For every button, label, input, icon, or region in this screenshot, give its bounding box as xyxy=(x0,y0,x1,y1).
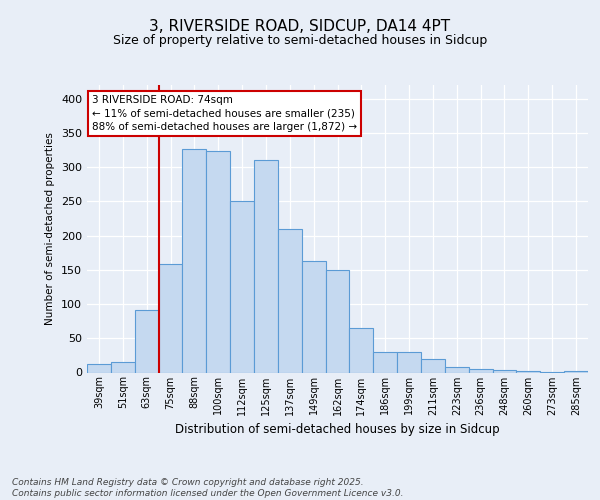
Bar xyxy=(254,160,278,372)
Bar xyxy=(158,264,182,372)
Text: 3, RIVERSIDE ROAD, SIDCUP, DA14 4PT: 3, RIVERSIDE ROAD, SIDCUP, DA14 4PT xyxy=(149,19,451,34)
Bar xyxy=(87,364,111,372)
Y-axis label: Number of semi-detached properties: Number of semi-detached properties xyxy=(46,132,55,325)
Bar xyxy=(564,371,588,372)
Bar xyxy=(326,270,349,372)
Bar xyxy=(445,367,469,372)
Bar xyxy=(135,310,158,372)
Bar xyxy=(469,369,493,372)
Bar xyxy=(302,261,326,372)
Text: 3 RIVERSIDE ROAD: 74sqm
← 11% of semi-detached houses are smaller (235)
88% of s: 3 RIVERSIDE ROAD: 74sqm ← 11% of semi-de… xyxy=(92,96,357,132)
Bar xyxy=(349,328,373,372)
Bar xyxy=(493,370,517,372)
Bar xyxy=(206,152,230,372)
X-axis label: Distribution of semi-detached houses by size in Sidcup: Distribution of semi-detached houses by … xyxy=(175,423,500,436)
Bar xyxy=(111,362,135,372)
Bar xyxy=(421,359,445,372)
Bar xyxy=(397,352,421,372)
Bar xyxy=(373,352,397,372)
Bar xyxy=(278,229,302,372)
Text: Size of property relative to semi-detached houses in Sidcup: Size of property relative to semi-detach… xyxy=(113,34,487,47)
Text: Contains HM Land Registry data © Crown copyright and database right 2025.
Contai: Contains HM Land Registry data © Crown c… xyxy=(12,478,404,498)
Bar xyxy=(230,202,254,372)
Bar xyxy=(182,148,206,372)
Bar xyxy=(517,371,540,372)
